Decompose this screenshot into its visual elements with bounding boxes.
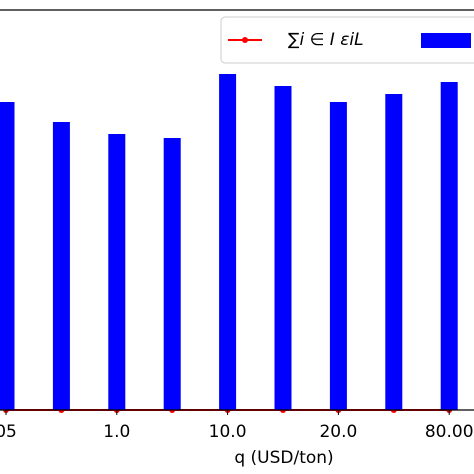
bar <box>0 102 15 410</box>
x-tick-label: 10.0 <box>209 422 247 442</box>
bar <box>52 122 70 410</box>
bar <box>329 102 347 410</box>
x-axis-label: q (USD/ton) <box>234 448 333 468</box>
bar <box>108 134 126 410</box>
plot-area <box>0 74 458 413</box>
bar <box>440 82 458 410</box>
legend: ∑i ∈ I εiL <box>220 16 474 64</box>
x-tick-label: 20.0 <box>319 422 357 442</box>
legend-patch <box>421 33 471 48</box>
bar <box>385 94 403 410</box>
legend-marker <box>242 37 248 43</box>
legend-label: ∑i ∈ I εiL <box>288 30 364 50</box>
legend-box <box>220 16 474 64</box>
x-tick-label: 05 <box>0 422 17 442</box>
bar <box>163 138 181 410</box>
x-tick-label: 1.0 <box>103 422 130 442</box>
x-tick-label: 80.00 <box>425 422 474 442</box>
bar <box>274 86 292 410</box>
bar <box>219 74 237 410</box>
